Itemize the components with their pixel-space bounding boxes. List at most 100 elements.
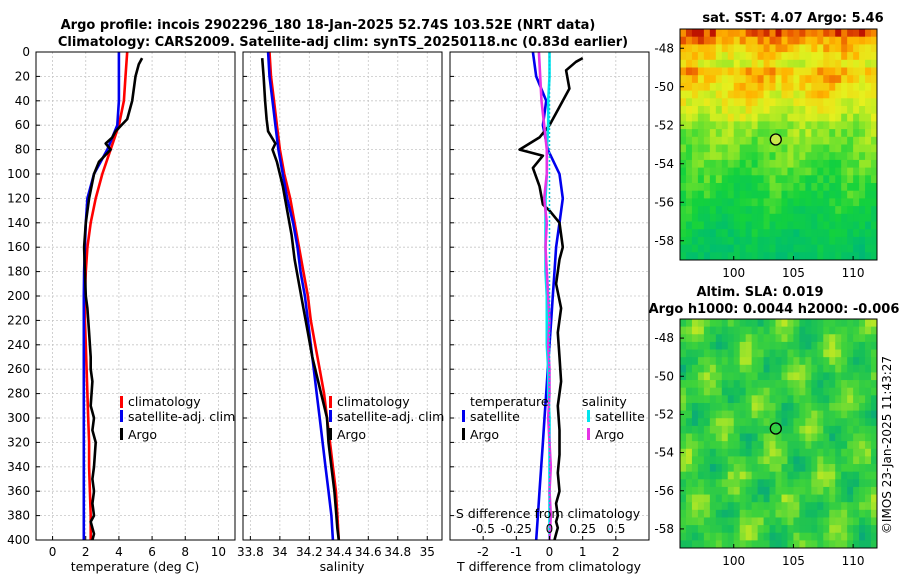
map-cell — [787, 82, 794, 91]
map-cell — [703, 456, 711, 465]
map-cell — [721, 380, 729, 389]
tick-label-y: -54 — [654, 157, 674, 171]
legend-swatch-satellite — [329, 410, 332, 422]
map-cell — [757, 464, 764, 473]
map-cell — [721, 67, 729, 76]
map-cell — [769, 67, 776, 76]
map-cell — [709, 206, 717, 215]
map-cell — [727, 479, 735, 488]
map-cell — [781, 486, 788, 495]
map-cell — [841, 387, 848, 396]
map-cell — [847, 121, 854, 130]
map-cell — [739, 252, 747, 261]
map-cell — [733, 44, 741, 53]
difference-x2label: S difference from climatology — [456, 506, 641, 521]
map-cell — [823, 372, 830, 381]
map-cell — [799, 319, 806, 328]
map-cell — [805, 113, 812, 122]
map-cell — [787, 486, 794, 495]
map-cell — [787, 52, 794, 61]
map-cell — [691, 494, 699, 503]
map-cell — [757, 540, 764, 549]
map-cell — [805, 175, 812, 184]
map-cell — [703, 357, 711, 366]
map-cell — [691, 221, 699, 230]
map-cell — [787, 479, 794, 488]
map-cell — [811, 229, 818, 238]
map-cell — [859, 236, 866, 245]
map-cell — [751, 113, 759, 122]
map-cell — [835, 144, 842, 153]
map-cell — [685, 372, 693, 381]
map-cell — [739, 136, 747, 145]
map-cell — [757, 349, 764, 358]
map-cell — [757, 395, 764, 404]
map-cell — [871, 52, 878, 61]
map-cell — [847, 152, 854, 161]
map-cell — [727, 425, 735, 434]
map-cell — [733, 198, 741, 207]
map-cell — [787, 349, 794, 358]
legend-swatch-sal-argo — [587, 428, 590, 440]
map-cell — [709, 532, 717, 541]
map-cell — [841, 129, 848, 138]
map-cell — [823, 532, 830, 541]
map-cell — [787, 183, 794, 192]
map-cell — [841, 486, 848, 495]
map-cell — [763, 82, 770, 91]
map-cell — [691, 183, 699, 192]
map-cell — [793, 410, 800, 419]
map-cell — [799, 67, 806, 76]
map-cell — [835, 229, 842, 238]
map-cell — [757, 106, 764, 115]
map-cell — [703, 517, 711, 526]
map-cell — [685, 471, 693, 480]
map-cell — [835, 441, 842, 450]
map-cell — [793, 183, 800, 192]
map-cell — [859, 198, 866, 207]
map-cell — [799, 456, 806, 465]
map-cell — [739, 425, 747, 434]
tick-label-y: 0 — [22, 45, 30, 59]
map-cell — [763, 341, 770, 350]
map-cell — [751, 326, 759, 335]
map-cell — [703, 229, 711, 238]
map-cell — [745, 206, 753, 215]
map-cell — [811, 395, 818, 404]
map-cell — [691, 129, 699, 138]
map-cell — [853, 456, 860, 465]
map-cell — [847, 82, 854, 91]
map-cell — [745, 402, 753, 411]
map-cell — [829, 129, 836, 138]
map-cell — [787, 59, 794, 68]
map-cell — [715, 213, 723, 222]
map-cell — [823, 52, 830, 61]
map-cell — [811, 502, 818, 511]
map-cell — [847, 175, 854, 184]
map-cell — [697, 236, 705, 245]
map-cell — [769, 486, 776, 495]
map-cell — [757, 380, 764, 389]
map-cell — [733, 183, 741, 192]
map-cell — [715, 425, 723, 434]
map-cell — [817, 121, 824, 130]
map-cell — [751, 433, 759, 442]
map-cell — [751, 357, 759, 366]
map-cell — [871, 229, 878, 238]
map-cell — [721, 82, 729, 91]
map-cell — [745, 372, 753, 381]
map-cell — [757, 479, 764, 488]
map-cell — [703, 532, 711, 541]
map-cell — [823, 167, 830, 176]
map-cell — [841, 221, 848, 230]
map-cell — [847, 387, 854, 396]
map-cell — [805, 433, 812, 442]
map-cell — [745, 395, 753, 404]
map-cell — [805, 159, 812, 168]
map-cell — [751, 44, 759, 53]
map-cell — [733, 206, 741, 215]
map-cell — [841, 509, 848, 518]
map-cell — [680, 206, 687, 215]
map-cell — [709, 106, 717, 115]
map-cell — [721, 471, 729, 480]
